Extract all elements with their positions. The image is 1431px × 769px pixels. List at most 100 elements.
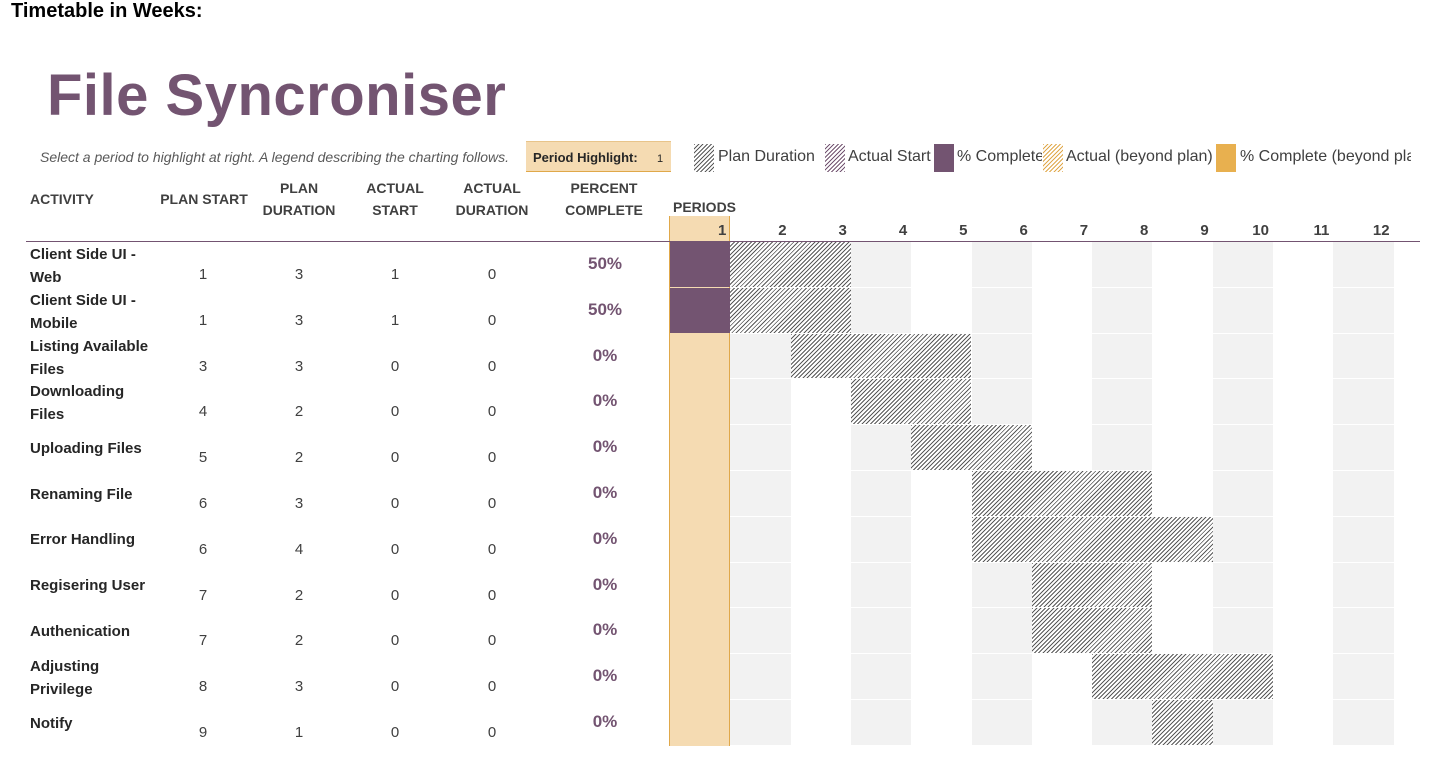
gantt-cell — [850, 425, 912, 470]
gantt-cell — [1032, 242, 1092, 287]
gantt-cell — [911, 517, 971, 562]
activity-name: Notify — [30, 714, 73, 732]
gantt-cell — [1032, 379, 1092, 424]
gantt-cell — [791, 563, 851, 608]
percent-complete-header: PERCENT COMPLETE — [565, 180, 643, 218]
percent-complete-beyond-swatch — [1216, 144, 1236, 172]
gantt-cell — [1333, 654, 1394, 699]
gantt-cell — [1333, 562, 1394, 608]
gantt-cell — [1152, 563, 1212, 608]
period-number: 9 — [1200, 222, 1209, 239]
gantt-cell — [971, 562, 1032, 608]
percent-complete-value: 0% — [592, 574, 618, 594]
page-heading: Timetable in Weeks: — [11, 0, 203, 22]
gantt-cell — [1092, 242, 1153, 287]
gantt-cell — [1032, 425, 1092, 470]
gantt-cell — [971, 700, 1032, 745]
period-number: 7 — [1079, 222, 1089, 239]
period-number: 5 — [959, 222, 968, 239]
period-number: 6 — [1019, 222, 1028, 239]
gantt-cell — [730, 471, 791, 516]
plan-duration-bar — [850, 379, 972, 425]
period-number: 3 — [838, 222, 847, 239]
legend-actual-start: Actual Start — [848, 148, 931, 165]
plan-start-value: 1 — [198, 266, 208, 283]
plan-duration-value: 2 — [294, 449, 304, 467]
plan-start-value: 6 — [198, 540, 208, 558]
gantt-cell — [971, 608, 1032, 654]
gantt-cell — [850, 287, 912, 333]
activity-name: Adjusting Privilege — [30, 658, 100, 699]
plan-start-value: 7 — [198, 632, 208, 650]
legend-percent-complete: % Complete — [957, 148, 1042, 165]
activity-name: Listing Available Files — [30, 337, 149, 378]
percent-complete-value: 0% — [592, 437, 618, 457]
plan-duration-value: 3 — [294, 495, 304, 512]
period-number: 10 — [1252, 222, 1269, 239]
gantt-cell — [1273, 288, 1333, 333]
activity-name: Error Handling — [30, 531, 136, 549]
period-highlight-value[interactable]: 1 — [657, 153, 664, 165]
actual-start-value: 0 — [390, 357, 400, 375]
gantt-cell — [911, 608, 971, 653]
period-number: 8 — [1140, 222, 1149, 239]
plan-duration-value: 3 — [294, 266, 304, 283]
actual-start-value: 0 — [390, 449, 400, 467]
gantt-cell — [791, 379, 851, 424]
percent-complete-value: 0% — [592, 666, 618, 686]
gantt-cell — [911, 700, 971, 745]
actual-start-value: 0 — [390, 403, 400, 421]
gantt-cell — [791, 654, 851, 699]
actual-duration-value: 0 — [487, 586, 497, 604]
gantt-cell — [1152, 379, 1212, 424]
percent-complete-value: 50% — [587, 254, 623, 273]
actual-duration-value: 0 — [487, 311, 497, 329]
gantt-cell — [971, 242, 1032, 287]
gantt-cell — [1212, 471, 1273, 516]
actual-duration-value: 0 — [487, 540, 497, 558]
gantt-cell — [1333, 608, 1394, 654]
gantt-cell — [730, 379, 791, 425]
activity-name: Authenication — [30, 622, 130, 640]
activity-header: ACTIVITY — [30, 191, 94, 207]
plan-duration-value: 2 — [294, 632, 304, 650]
gantt-cell — [850, 654, 912, 699]
gantt-cell — [1032, 654, 1092, 699]
gantt-cell — [1212, 425, 1273, 470]
percent-complete-bar — [670, 287, 731, 333]
gantt-cell — [1273, 242, 1333, 287]
gantt-cell — [971, 287, 1032, 333]
actual-start-value: 0 — [390, 632, 400, 650]
gantt-cell — [791, 608, 851, 653]
plan-duration-header: PLAN DURATION — [262, 180, 336, 218]
legend-percent-complete-beyond: % Complete (beyond plan) — [1240, 148, 1411, 165]
period-number: 12 — [1372, 222, 1390, 239]
plan-duration-value: 2 — [294, 403, 304, 421]
plan-duration-bar — [790, 333, 972, 379]
gantt-cell — [1152, 608, 1212, 653]
plan-duration-value: 4 — [294, 540, 304, 558]
gantt-cell — [911, 471, 971, 516]
plan-start-value: 7 — [198, 586, 208, 604]
gantt-cell — [1152, 288, 1212, 333]
plan-start-value: 5 — [198, 449, 208, 467]
plan-start-value: 3 — [198, 357, 208, 375]
gantt-cell — [1273, 517, 1333, 562]
percent-complete-value: 50% — [587, 299, 623, 319]
gantt-cell — [730, 333, 791, 379]
period-highlight-field[interactable]: Period Highlight: 1 — [526, 141, 671, 172]
gantt-cell — [850, 516, 912, 562]
gantt-cell — [911, 654, 971, 699]
gantt-cell — [1092, 379, 1153, 425]
actual-start-swatch — [825, 144, 845, 172]
gantt-cell — [1212, 608, 1273, 654]
gantt-cell — [1032, 288, 1092, 333]
gantt-cell — [971, 333, 1032, 379]
plan-duration-value: 3 — [294, 357, 304, 375]
percent-complete-swatch — [934, 144, 954, 172]
gantt-cell — [1212, 700, 1273, 745]
header-divider — [26, 241, 1420, 242]
gantt-cell — [1212, 516, 1273, 562]
gantt-cell — [730, 654, 791, 699]
gantt-cell — [1333, 471, 1394, 516]
